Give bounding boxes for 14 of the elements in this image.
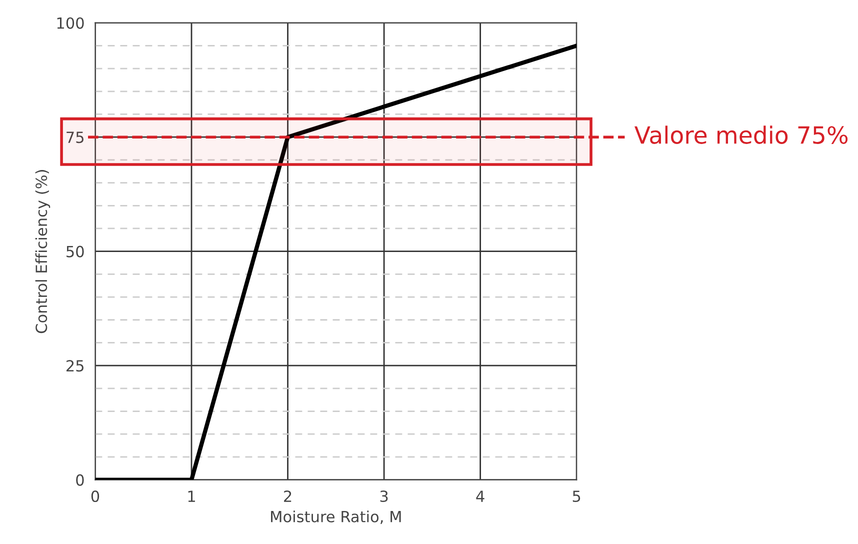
y-tick-label: 100 — [57, 17, 84, 29]
ref-line-label: Valore medio 75% — [634, 126, 848, 144]
y-tick-label: 50 — [66, 246, 84, 258]
x-tick-label: 5 — [572, 490, 580, 502]
y-tick-label: 0 — [76, 474, 84, 486]
x-axis-title: Moisture Ratio, M — [271, 510, 401, 524]
x-tick-label: 2 — [284, 490, 292, 502]
x-tick-label: 1 — [188, 490, 195, 502]
y-tick-label: 25 — [66, 360, 84, 372]
x-tick-label: 3 — [380, 490, 388, 502]
y-tick-label: 75 — [66, 132, 84, 144]
y-axis-title: Control Efficiency (%) — [35, 170, 50, 334]
x-tick-label: 0 — [91, 490, 100, 502]
x-tick-label: 4 — [476, 490, 484, 502]
